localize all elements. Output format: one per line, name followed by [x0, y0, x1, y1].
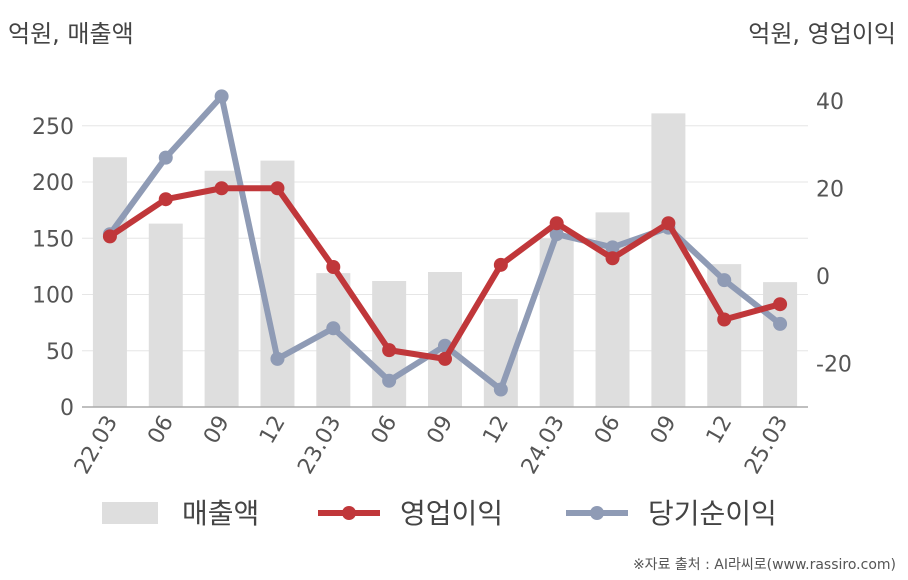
x-tick-label: 09 — [199, 412, 235, 449]
x-tick-label: 06 — [590, 412, 626, 449]
source-note: ※자료 출처 : AI라씨로(www.rassiro.com) — [632, 557, 896, 573]
revenue-bars — [92, 113, 798, 407]
operating-profit-point — [549, 216, 564, 231]
net-profit-point — [605, 240, 620, 255]
revenue-bar — [260, 160, 295, 407]
legend-label-revenue: 매출액 — [182, 497, 259, 530]
y-right-tick-label: 40 — [816, 90, 844, 115]
operating-profit-point — [102, 229, 117, 244]
operating-profit-point — [270, 181, 285, 196]
operating-profit-point — [773, 297, 788, 312]
profit-lines — [102, 89, 788, 397]
x-tick-label: 09 — [423, 412, 459, 449]
left-axis-unit: 억원, 매출액 — [8, 20, 134, 48]
legend-marker-net-profit — [590, 506, 604, 520]
revenue-bar — [204, 170, 239, 407]
operating-profit-point — [717, 312, 732, 327]
y-right-tick-label: 0 — [816, 265, 830, 290]
x-tick-label: 12 — [702, 412, 738, 449]
revenue-bar — [92, 157, 127, 407]
net-profit-point — [270, 351, 285, 366]
legend-swatch-revenue — [102, 502, 158, 524]
x-tick-label: 09 — [646, 412, 682, 449]
legend-label-operating-profit: 영업이익 — [400, 497, 503, 530]
x-tick-label: 06 — [367, 412, 403, 449]
y-left-tick-label: 250 — [32, 115, 74, 140]
y-left-tick-label: 200 — [32, 171, 74, 196]
operating-profit-point — [214, 181, 229, 196]
y-left-tick-label: 50 — [46, 340, 74, 365]
x-tick-label: 12 — [255, 412, 291, 449]
x-tick-label: 24.03 — [517, 412, 570, 479]
operating-profit-point — [326, 260, 341, 274]
legend-label-net-profit: 당기순이익 — [648, 497, 777, 530]
y-left-tick-label: 150 — [32, 227, 74, 252]
y-left-tick-label: 0 — [60, 396, 74, 421]
legend-marker-operating-profit — [342, 506, 356, 520]
operating-profit-point — [438, 351, 452, 366]
x-tick-label: 12 — [478, 412, 514, 449]
net-profit-point — [717, 273, 732, 288]
x-tick-label: 23.03 — [293, 412, 346, 479]
operating-profit-point — [158, 192, 173, 207]
net-profit-point — [214, 89, 229, 104]
x-tick-label: 25.03 — [740, 412, 793, 479]
net-profit-point — [382, 373, 397, 388]
y-right-tick-label: 20 — [816, 177, 844, 202]
net-profit-point — [326, 321, 341, 336]
net-profit-point — [493, 382, 508, 397]
x-tick-label: 06 — [143, 412, 179, 449]
operating-profit-point — [661, 216, 676, 231]
y-left-tick-label: 100 — [32, 284, 74, 309]
operating-profit-point — [605, 251, 620, 266]
y-right-tick-label: -20 — [816, 352, 852, 377]
right-axis-unit: 억원, 영업이익 — [748, 20, 896, 48]
revenue-bar — [148, 223, 183, 407]
net-profit-point — [773, 316, 788, 331]
net-profit-point — [158, 150, 173, 165]
legend: 매출액 영업이익 당기순이익 — [102, 497, 777, 530]
x-tick-label: 22.03 — [70, 412, 123, 479]
revenue-bar — [651, 113, 686, 407]
net-profit-point — [549, 227, 564, 242]
operating-profit-point — [493, 257, 508, 272]
operating-profit-point — [382, 343, 397, 358]
